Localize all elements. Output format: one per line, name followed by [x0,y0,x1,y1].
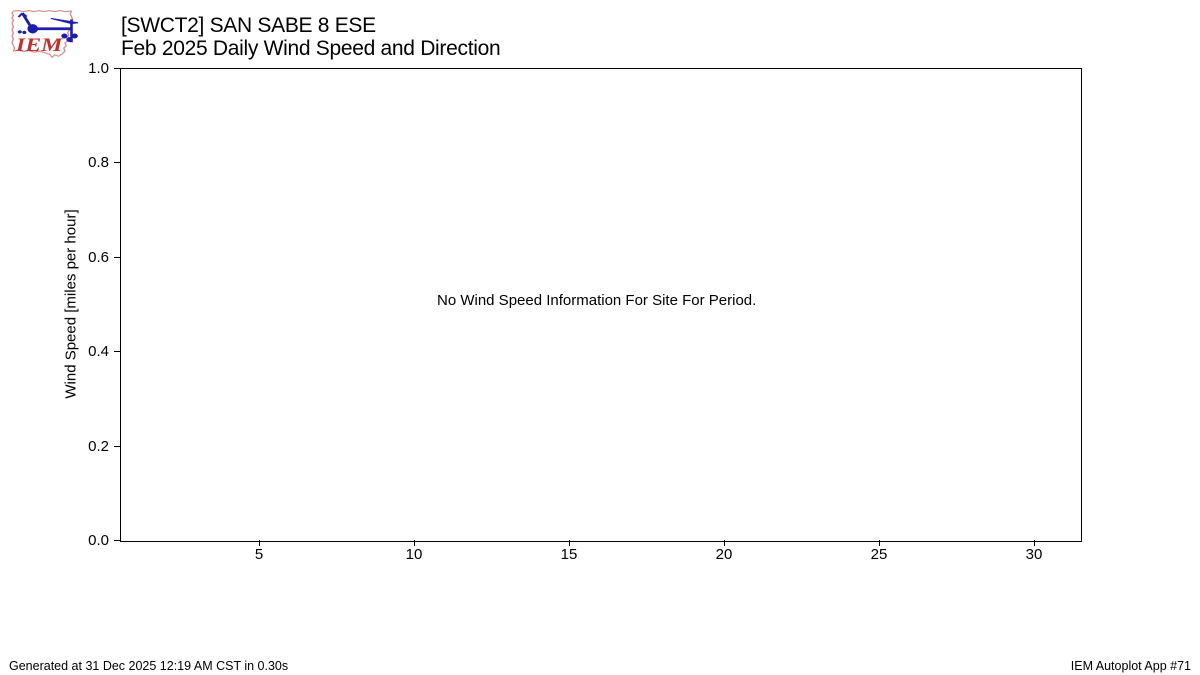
svg-text:IEM: IEM [15,34,63,55]
